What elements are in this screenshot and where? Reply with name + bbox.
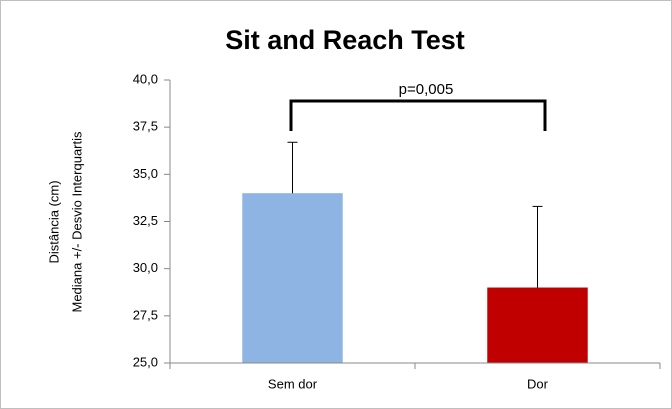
y-axis-label: Distância (cm) bbox=[46, 180, 61, 263]
y-tick-label: 30,0 bbox=[133, 260, 158, 275]
y-axis-label: Mediana +/- Desvio Interquartis bbox=[69, 131, 84, 313]
y-tick-label: 25,0 bbox=[133, 354, 158, 369]
y-tick-label: 32,5 bbox=[133, 213, 158, 228]
bar bbox=[242, 193, 343, 363]
y-tick-label: 27,5 bbox=[133, 307, 158, 322]
chart-title: Sit and Reach Test bbox=[225, 25, 465, 55]
x-tick-label: Sem dor bbox=[268, 376, 318, 391]
significance-bracket bbox=[289, 99, 547, 131]
annotation: p=0,005 bbox=[399, 81, 454, 98]
x-tick-label: Dor bbox=[527, 376, 549, 391]
bar bbox=[487, 287, 588, 363]
y-tick-label: 37,5 bbox=[133, 119, 158, 134]
y-tick-label: 35,0 bbox=[133, 166, 158, 181]
y-tick-label: 40,0 bbox=[133, 71, 158, 86]
